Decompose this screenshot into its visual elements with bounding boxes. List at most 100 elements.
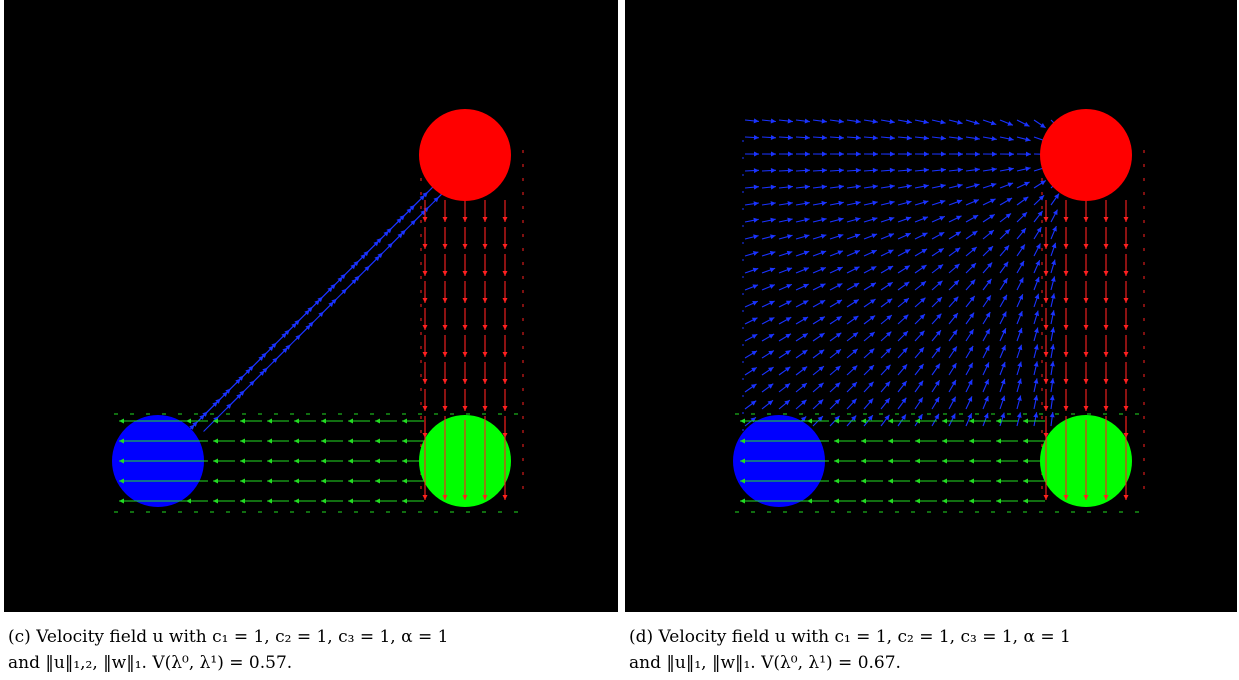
blue-velocity-arrow xyxy=(897,297,910,308)
green-velocity-arrow xyxy=(240,478,262,484)
blue-velocity-arrow xyxy=(948,279,960,291)
blue-velocity-arrow xyxy=(948,247,961,257)
blue-velocity-arrow xyxy=(880,381,891,393)
red-velocity-arrow xyxy=(422,281,428,303)
red-velocity-arrow xyxy=(482,389,488,411)
red-velocity-arrow xyxy=(1083,281,1089,303)
blue-velocity-arrow xyxy=(897,330,909,342)
figure-c-caption: (c) Velocity field u with c₁ = 1, c₂ = 1… xyxy=(8,624,448,676)
blue-velocity-arrow xyxy=(863,315,876,325)
blue-velocity-arrow xyxy=(761,151,777,157)
blue-velocity-arrow xyxy=(863,184,878,190)
blue-velocity-arrow xyxy=(846,299,860,308)
blue-velocity-arrow xyxy=(965,328,975,342)
green-velocity-arrow xyxy=(294,458,316,464)
blue-velocity-arrow xyxy=(761,168,777,174)
blue-velocity-arrow xyxy=(846,250,861,257)
blue-velocity-arrow xyxy=(914,363,925,376)
blue-velocity-arrow xyxy=(948,199,963,206)
blue-velocity-arrow xyxy=(744,300,759,308)
blue-velocity-arrow xyxy=(914,248,928,257)
blue-velocity-arrow xyxy=(965,167,980,173)
blue-velocity-arrow xyxy=(880,249,894,257)
blue-velocity-arrow xyxy=(812,250,827,257)
green-velocity-arrow xyxy=(996,478,1018,484)
blue-velocity-arrow xyxy=(1016,327,1023,342)
blue-velocity-arrow xyxy=(863,265,877,274)
red-velocity-arrow xyxy=(1063,200,1069,222)
blue-velocity-arrow xyxy=(999,244,1010,257)
blue-velocity-arrow xyxy=(863,167,879,173)
blue-velocity-arrow xyxy=(982,213,996,223)
green-velocity-arrow xyxy=(348,438,370,444)
blue-velocity-arrow xyxy=(965,199,980,206)
figure-c-caption-line1: (c) Velocity field u with c₁ = 1, c₂ = 1… xyxy=(8,627,449,647)
blue-velocity-arrow xyxy=(846,348,859,359)
blue-velocity-arrow xyxy=(761,317,775,325)
blue-velocity-arrow xyxy=(948,413,956,427)
figure-d-caption-line1: (d) Velocity field u with c₁ = 1, c₂ = 1… xyxy=(629,627,1071,647)
blue-velocity-arrow xyxy=(880,281,893,291)
blue-velocity-arrow xyxy=(948,263,960,274)
blue-velocity-arrow xyxy=(1033,194,1045,206)
red-density-circle xyxy=(419,109,511,201)
blue-velocity-arrow xyxy=(880,347,892,359)
blue-velocity-arrow xyxy=(965,412,973,427)
green-velocity-arrow xyxy=(213,418,235,424)
blue-velocity-arrow xyxy=(829,250,844,257)
green-velocity-arrow xyxy=(1023,418,1045,424)
blue-velocity-arrow xyxy=(965,183,980,189)
red-velocity-arrow xyxy=(1043,362,1049,384)
blue-velocity-arrow xyxy=(829,315,842,325)
green-velocity-arrow xyxy=(294,478,316,484)
blue-velocity-arrow xyxy=(744,383,757,393)
blue-velocity-arrow xyxy=(812,399,824,410)
red-velocity-arrow xyxy=(1123,281,1129,303)
blue-velocity-arrow xyxy=(897,397,907,410)
green-velocity-arrow xyxy=(888,498,910,504)
blue-velocity-arrow xyxy=(1049,412,1055,427)
blue-velocity-arrow xyxy=(982,278,992,291)
blue-velocity-arrow xyxy=(778,168,794,174)
figure-d-velocity-field xyxy=(625,0,1237,612)
green-velocity-arrow xyxy=(240,498,262,504)
green-velocity-arrow xyxy=(119,478,204,484)
blue-velocity-arrow xyxy=(812,217,827,223)
green-velocity-arrow xyxy=(740,458,825,464)
blue-velocity-arrow xyxy=(846,200,861,206)
blue-velocity-arrow xyxy=(948,346,958,359)
blue-velocity-arrow xyxy=(863,348,875,359)
blue-velocity-arrow xyxy=(1016,412,1022,427)
blue-velocity-arrow xyxy=(1016,310,1023,325)
blue-velocity-arrow xyxy=(880,200,895,206)
figure-d-caption: (d) Velocity field u with c₁ = 1, c₂ = 1… xyxy=(629,624,1071,676)
blue-velocity-arrow xyxy=(880,167,896,173)
blue-velocity-arrow xyxy=(931,151,947,157)
blue-velocity-arrow xyxy=(982,328,991,342)
blue-velocity-arrow xyxy=(982,295,992,308)
blue-velocity-arrow xyxy=(812,332,825,342)
blue-velocity-arrow xyxy=(914,200,929,206)
green-velocity-arrow xyxy=(321,418,343,424)
blue-velocity-arrow xyxy=(897,380,908,393)
blue-velocity-arrow xyxy=(914,313,926,325)
blue-velocity-arrow xyxy=(829,151,845,157)
green-velocity-arrow xyxy=(240,458,262,464)
green-velocity-arrow xyxy=(348,418,370,424)
red-velocity-arrow xyxy=(502,420,508,500)
green-velocity-arrow xyxy=(402,498,424,504)
green-velocity-arrow xyxy=(1023,498,1045,504)
blue-velocity-arrow xyxy=(1016,361,1023,376)
red-velocity-arrow xyxy=(1103,420,1109,500)
blue-velocity-arrow xyxy=(795,118,810,124)
blue-velocity-arrow xyxy=(914,264,927,274)
blue-velocity-arrow xyxy=(744,168,760,174)
blue-velocity-arrow xyxy=(1016,378,1022,393)
red-velocity-arrow xyxy=(422,254,428,276)
red-velocity-arrow xyxy=(1043,335,1049,357)
green-velocity-arrow xyxy=(213,438,235,444)
blue-velocity-arrow xyxy=(744,201,759,207)
green-velocity-arrow xyxy=(321,498,343,504)
blue-velocity-arrow xyxy=(897,248,911,257)
blue-velocity-arrow xyxy=(761,250,776,257)
